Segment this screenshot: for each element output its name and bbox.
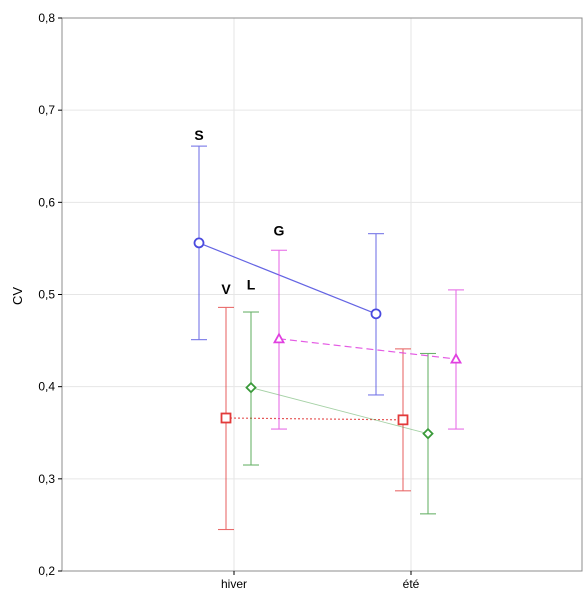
data-point (272, 332, 286, 344)
data-point (220, 412, 232, 424)
y-tick-label: 0,8 (38, 11, 55, 25)
series-l: L (243, 277, 436, 515)
data-point (422, 427, 434, 440)
series-g: G (271, 223, 464, 430)
series-v: V (218, 281, 411, 531)
data-point (193, 237, 205, 249)
series-layer: S V L G (191, 127, 464, 531)
series-label: V (221, 281, 231, 297)
y-axis-title: CV (10, 287, 25, 305)
y-tick-label: 0,7 (38, 103, 55, 117)
series-line (278, 338, 457, 360)
grid (62, 18, 582, 571)
data-point (370, 308, 382, 320)
y-axis: 0,2 0,3 0,4 0,5 0,6 0,7 0,8 (38, 11, 62, 578)
data-point (397, 414, 409, 426)
y-tick-label: 0,5 (38, 288, 55, 302)
x-tick-label: hiver (221, 577, 247, 590)
y-tick-label: 0,2 (38, 564, 55, 578)
series-label: G (274, 223, 285, 239)
series-line (250, 387, 429, 435)
data-point (449, 352, 463, 364)
y-tick-label: 0,3 (38, 472, 55, 486)
x-tick-label: été (403, 577, 420, 590)
series-label: S (194, 127, 203, 143)
x-axis: hiver été (221, 571, 420, 590)
y-tick-label: 0,4 (38, 380, 55, 394)
y-tick-label: 0,6 (38, 195, 55, 209)
series-s: S (191, 127, 384, 396)
series-label: L (247, 277, 256, 293)
series-line (225, 417, 404, 421)
data-point (245, 381, 257, 394)
series-line (198, 242, 377, 315)
